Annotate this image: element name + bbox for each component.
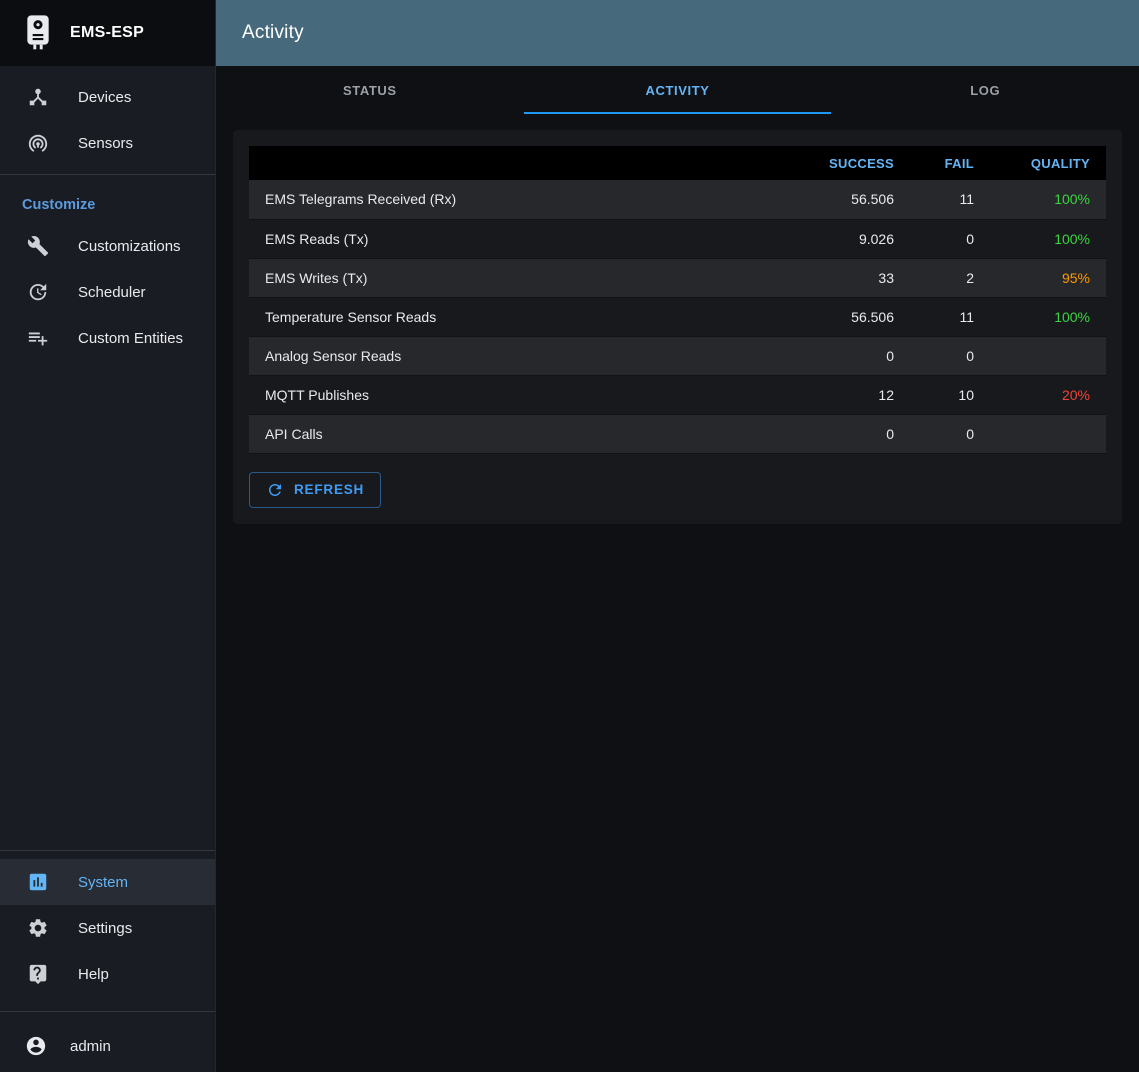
sidebar-divider [0,1011,215,1012]
fail-value: 0 [966,230,974,247]
metric-label: Analog Sensor Reads [265,347,402,364]
sidebar-item-customizations[interactable]: Customizations [0,223,215,269]
sidebar-divider [0,174,215,175]
ems-esp-logo-icon [22,15,54,51]
quality-value: 20% [1061,386,1090,403]
table-row: EMS Reads (Tx) 9.026 0 100% [249,219,1106,258]
fail-value: 11 [959,191,974,208]
metric-label: EMS Telegrams Received (Rx) [265,191,457,208]
sidebar-user-admin[interactable]: admin [0,1020,215,1072]
sidebar-item-label: System [78,873,129,891]
sidebar-item-label: Scheduler [78,283,146,301]
success-value: 0 [886,347,894,364]
tab-bar: STATUS ACTIVITY LOG [216,66,1139,114]
fail-value: 11 [959,308,974,325]
help-icon [26,962,50,986]
sidebar-item-scheduler[interactable]: Scheduler [0,269,215,315]
tab-log[interactable]: LOG [970,82,1001,98]
metric-label: API Calls [265,425,323,442]
sidebar-nav: Devices Sensors Customize Customizations… [0,66,215,361]
clock-update-icon [26,280,50,304]
sidebar-item-label: Help [78,965,109,983]
quality-value: 95% [1061,269,1090,286]
fail-value: 0 [966,347,974,364]
success-value: 12 [878,386,894,403]
wrench-icon [26,234,50,258]
refresh-icon [269,483,281,496]
tab-activity[interactable]: ACTIVITY [523,66,832,114]
table-header-row: SUCCESS FAIL QUALITY [249,146,1106,180]
device-hub-icon [26,85,50,109]
sidebar-item-label: Custom Entities [78,329,184,347]
playlist-add-icon [26,326,50,350]
account-circle-icon [24,1034,48,1058]
sidebar-item-help[interactable]: Help [0,951,215,997]
tab-status[interactable]: STATUS [343,82,397,98]
metric-label: EMS Writes (Tx) [265,269,368,286]
metric-label: MQTT Publishes [265,386,369,403]
col-header-success: SUCCESS [800,146,910,180]
quality-value [990,336,1106,375]
fail-value: 2 [966,269,974,286]
sidebar-item-label: Settings [78,919,133,937]
sidebar-item-sensors[interactable]: Sensors [0,120,215,166]
sidebar-item-label: Customizations [78,237,181,255]
table-row: EMS Telegrams Received (Rx) 56.506 11 10… [249,180,1106,219]
success-value: 9.026 [858,230,894,247]
table-row: Temperature Sensor Reads 56.506 11 100% [249,297,1106,336]
sidebar-item-label: Sensors [78,134,134,152]
col-header-quality: QUALITY [990,146,1106,180]
metric-label: EMS Reads (Tx) [265,230,369,247]
refresh-button[interactable]: REFRESH [249,471,382,508]
table-row: Analog Sensor Reads 0 0 [249,336,1106,375]
sidebar-item-custom-entities[interactable]: Custom Entities [0,315,215,361]
sidebar: EMS-ESP Devices Sensors Customize Custom… [0,0,216,1072]
activity-card: SUCCESS FAIL QUALITY EMS Telegrams Recei… [233,130,1122,524]
success-value: 56.506 [851,191,894,208]
app-title: EMS-ESP [70,24,145,41]
sensors-icon [26,131,50,155]
success-value: 56.506 [851,308,894,325]
gear-icon [26,916,50,940]
refresh-button-label: REFRESH [294,482,365,497]
sidebar-section-customize: Customize [22,197,96,213]
col-header-fail: FAIL [910,146,990,180]
quality-value: 100% [1054,230,1090,247]
sidebar-header: EMS-ESP [0,0,215,66]
sidebar-item-system[interactable]: System [0,859,215,905]
table-row: API Calls 0 0 [249,414,1106,453]
sidebar-item-label: Devices [78,88,132,106]
sidebar-spacer [0,361,215,842]
sidebar-divider [0,850,215,851]
table-row: EMS Writes (Tx) 33 2 95% [249,258,1106,297]
bar-chart-icon [26,870,50,894]
main-area: Activity STATUS ACTIVITY LOG SUCCESS FAI… [216,0,1139,1072]
fail-value: 10 [958,386,974,403]
quality-value: 100% [1054,191,1090,208]
fail-value: 0 [966,425,974,442]
appbar: Activity [216,0,1139,66]
user-label: admin [70,1037,111,1055]
success-value: 0 [886,425,894,442]
quality-value [990,414,1106,453]
activity-table: SUCCESS FAIL QUALITY EMS Telegrams Recei… [249,146,1106,454]
success-value: 33 [878,269,894,286]
quality-value: 100% [1054,308,1090,325]
page-title: Activity [242,22,304,43]
col-header-metric [249,146,800,180]
table-row: MQTT Publishes 12 10 20% [249,375,1106,414]
sidebar-item-settings[interactable]: Settings [0,905,215,951]
metric-label: Temperature Sensor Reads [265,308,437,325]
sidebar-item-devices[interactable]: Devices [0,74,215,120]
